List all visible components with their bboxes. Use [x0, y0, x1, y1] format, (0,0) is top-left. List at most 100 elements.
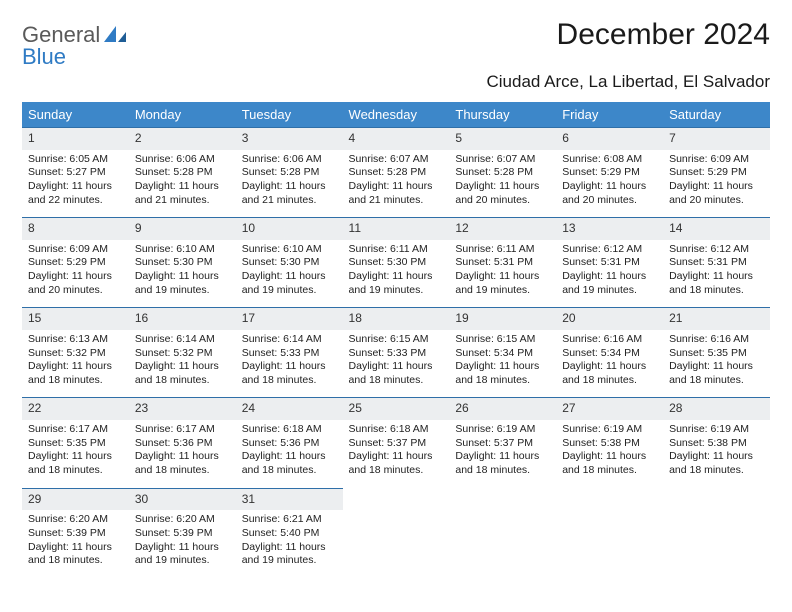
- day-number: 30: [129, 489, 236, 511]
- day-header: Tuesday: [236, 102, 343, 128]
- calendar-day-cell: 23Sunrise: 6:17 AMSunset: 5:36 PMDayligh…: [129, 398, 236, 488]
- daylight-text: Daylight: 11 hours: [562, 450, 657, 464]
- daylight-text: and 18 minutes.: [242, 374, 337, 388]
- calendar-day-cell: 24Sunrise: 6:18 AMSunset: 5:36 PMDayligh…: [236, 398, 343, 488]
- sunset-text: Sunset: 5:34 PM: [562, 347, 657, 361]
- day-body: Sunrise: 6:10 AMSunset: 5:30 PMDaylight:…: [236, 240, 343, 308]
- sunset-text: Sunset: 5:38 PM: [669, 437, 764, 451]
- daylight-text: and 18 minutes.: [455, 374, 550, 388]
- daylight-text: Daylight: 11 hours: [135, 270, 230, 284]
- day-number: 28: [663, 398, 770, 420]
- calendar-day-cell: 22Sunrise: 6:17 AMSunset: 5:35 PMDayligh…: [22, 398, 129, 488]
- sunset-text: Sunset: 5:37 PM: [349, 437, 444, 451]
- sunrise-text: Sunrise: 6:08 AM: [562, 153, 657, 167]
- day-number: 16: [129, 308, 236, 330]
- calendar-day-cell: 29Sunrise: 6:20 AMSunset: 5:39 PMDayligh…: [22, 488, 129, 578]
- calendar-day-cell: 21Sunrise: 6:16 AMSunset: 5:35 PMDayligh…: [663, 308, 770, 398]
- sunset-text: Sunset: 5:35 PM: [28, 437, 123, 451]
- sunrise-text: Sunrise: 6:09 AM: [669, 153, 764, 167]
- day-number: 10: [236, 218, 343, 240]
- brand-logo: General Blue: [22, 18, 128, 68]
- sunset-text: Sunset: 5:28 PM: [135, 166, 230, 180]
- calendar-day-cell: 13Sunrise: 6:12 AMSunset: 5:31 PMDayligh…: [556, 218, 663, 308]
- daylight-text: and 21 minutes.: [135, 194, 230, 208]
- daylight-text: and 19 minutes.: [242, 554, 337, 568]
- daylight-text: Daylight: 11 hours: [669, 270, 764, 284]
- daylight-text: and 18 minutes.: [349, 464, 444, 478]
- day-body: Sunrise: 6:08 AMSunset: 5:29 PMDaylight:…: [556, 150, 663, 218]
- daylight-text: and 20 minutes.: [669, 194, 764, 208]
- day-body: Sunrise: 6:18 AMSunset: 5:36 PMDaylight:…: [236, 420, 343, 488]
- sunrise-text: Sunrise: 6:16 AM: [562, 333, 657, 347]
- sunrise-text: Sunrise: 6:21 AM: [242, 513, 337, 527]
- sunrise-text: Sunrise: 6:20 AM: [28, 513, 123, 527]
- day-number: 20: [556, 308, 663, 330]
- daylight-text: Daylight: 11 hours: [28, 541, 123, 555]
- day-body: Sunrise: 6:18 AMSunset: 5:37 PMDaylight:…: [343, 420, 450, 488]
- calendar-day-cell: 16Sunrise: 6:14 AMSunset: 5:32 PMDayligh…: [129, 308, 236, 398]
- daylight-text: and 18 minutes.: [669, 374, 764, 388]
- header: General Blue December 2024: [22, 18, 770, 68]
- sunrise-text: Sunrise: 6:05 AM: [28, 153, 123, 167]
- sunrise-text: Sunrise: 6:19 AM: [455, 423, 550, 437]
- sunrise-text: Sunrise: 6:14 AM: [135, 333, 230, 347]
- daylight-text: Daylight: 11 hours: [455, 270, 550, 284]
- day-body: Sunrise: 6:20 AMSunset: 5:39 PMDaylight:…: [22, 510, 129, 578]
- daylight-text: and 18 minutes.: [28, 374, 123, 388]
- sunrise-text: Sunrise: 6:19 AM: [669, 423, 764, 437]
- sunset-text: Sunset: 5:27 PM: [28, 166, 123, 180]
- day-body: Sunrise: 6:21 AMSunset: 5:40 PMDaylight:…: [236, 510, 343, 578]
- calendar-day-cell: 1Sunrise: 6:05 AMSunset: 5:27 PMDaylight…: [22, 128, 129, 218]
- daylight-text: and 18 minutes.: [28, 554, 123, 568]
- day-body: Sunrise: 6:12 AMSunset: 5:31 PMDaylight:…: [663, 240, 770, 308]
- daylight-text: Daylight: 11 hours: [562, 180, 657, 194]
- sunrise-text: Sunrise: 6:11 AM: [455, 243, 550, 257]
- sunset-text: Sunset: 5:39 PM: [135, 527, 230, 541]
- day-number: 11: [343, 218, 450, 240]
- sunrise-text: Sunrise: 6:09 AM: [28, 243, 123, 257]
- day-body: Sunrise: 6:14 AMSunset: 5:32 PMDaylight:…: [129, 330, 236, 398]
- sunrise-text: Sunrise: 6:10 AM: [242, 243, 337, 257]
- day-body: Sunrise: 6:05 AMSunset: 5:27 PMDaylight:…: [22, 150, 129, 218]
- day-body: Sunrise: 6:07 AMSunset: 5:28 PMDaylight:…: [449, 150, 556, 218]
- calendar-day-cell: 14Sunrise: 6:12 AMSunset: 5:31 PMDayligh…: [663, 218, 770, 308]
- day-body: Sunrise: 6:06 AMSunset: 5:28 PMDaylight:…: [129, 150, 236, 218]
- sunrise-text: Sunrise: 6:07 AM: [455, 153, 550, 167]
- sunrise-text: Sunrise: 6:14 AM: [242, 333, 337, 347]
- day-body: Sunrise: 6:20 AMSunset: 5:39 PMDaylight:…: [129, 510, 236, 578]
- sunset-text: Sunset: 5:38 PM: [562, 437, 657, 451]
- sunset-text: Sunset: 5:36 PM: [135, 437, 230, 451]
- sunset-text: Sunset: 5:33 PM: [242, 347, 337, 361]
- day-number: 29: [22, 489, 129, 511]
- day-body: Sunrise: 6:19 AMSunset: 5:38 PMDaylight:…: [556, 420, 663, 488]
- calendar-day-cell: [343, 488, 450, 578]
- sunset-text: Sunset: 5:30 PM: [135, 256, 230, 270]
- calendar-table: SundayMondayTuesdayWednesdayThursdayFrid…: [22, 102, 770, 578]
- sunset-text: Sunset: 5:32 PM: [28, 347, 123, 361]
- day-number: 12: [449, 218, 556, 240]
- daylight-text: Daylight: 11 hours: [28, 270, 123, 284]
- calendar-week-row: 8Sunrise: 6:09 AMSunset: 5:29 PMDaylight…: [22, 218, 770, 308]
- day-header: Friday: [556, 102, 663, 128]
- sunset-text: Sunset: 5:28 PM: [349, 166, 444, 180]
- sunrise-text: Sunrise: 6:06 AM: [242, 153, 337, 167]
- day-header: Thursday: [449, 102, 556, 128]
- day-number: 25: [343, 398, 450, 420]
- calendar-day-cell: 4Sunrise: 6:07 AMSunset: 5:28 PMDaylight…: [343, 128, 450, 218]
- day-number: 14: [663, 218, 770, 240]
- daylight-text: Daylight: 11 hours: [349, 450, 444, 464]
- calendar-day-cell: 27Sunrise: 6:19 AMSunset: 5:38 PMDayligh…: [556, 398, 663, 488]
- daylight-text: and 18 minutes.: [669, 464, 764, 478]
- day-header: Sunday: [22, 102, 129, 128]
- daylight-text: Daylight: 11 hours: [349, 180, 444, 194]
- daylight-text: Daylight: 11 hours: [455, 450, 550, 464]
- daylight-text: Daylight: 11 hours: [135, 180, 230, 194]
- calendar-day-cell: 3Sunrise: 6:06 AMSunset: 5:28 PMDaylight…: [236, 128, 343, 218]
- day-header: Monday: [129, 102, 236, 128]
- sunset-text: Sunset: 5:28 PM: [242, 166, 337, 180]
- day-number: 5: [449, 128, 556, 150]
- day-body: Sunrise: 6:17 AMSunset: 5:36 PMDaylight:…: [129, 420, 236, 488]
- day-body: Sunrise: 6:14 AMSunset: 5:33 PMDaylight:…: [236, 330, 343, 398]
- day-number: 17: [236, 308, 343, 330]
- calendar-day-cell: 11Sunrise: 6:11 AMSunset: 5:30 PMDayligh…: [343, 218, 450, 308]
